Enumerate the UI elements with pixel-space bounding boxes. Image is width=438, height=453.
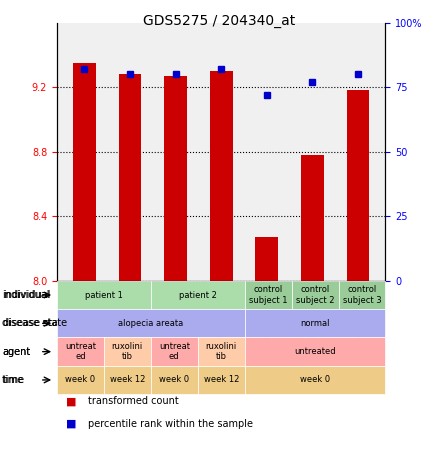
- Bar: [346, 91, 370, 281]
- Text: week 0: week 0: [65, 376, 95, 385]
- Text: normal: normal: [300, 319, 330, 328]
- Text: individual: individual: [3, 290, 50, 300]
- Bar: [210, 71, 233, 281]
- Text: time: time: [2, 375, 25, 385]
- Bar: [164, 76, 187, 281]
- Text: agent: agent: [2, 347, 30, 357]
- Bar: [73, 63, 96, 281]
- Text: patient 2: patient 2: [179, 290, 217, 299]
- Text: ■: ■: [66, 419, 76, 429]
- Text: week 0: week 0: [159, 376, 189, 385]
- Text: disease state: disease state: [3, 318, 68, 328]
- Text: week 12: week 12: [110, 376, 145, 385]
- Text: patient 1: patient 1: [85, 290, 123, 299]
- Bar: [255, 237, 278, 281]
- Bar: [119, 74, 141, 281]
- Text: ■: ■: [66, 396, 76, 406]
- Text: agent: agent: [3, 347, 31, 357]
- Text: ruxolini
tib: ruxolini tib: [112, 342, 143, 361]
- Text: untreat
ed: untreat ed: [159, 342, 190, 361]
- Bar: [301, 155, 324, 281]
- Text: percentile rank within the sample: percentile rank within the sample: [88, 419, 253, 429]
- Text: alopecia areata: alopecia areata: [118, 319, 184, 328]
- Text: ruxolini
tib: ruxolini tib: [205, 342, 237, 361]
- Text: week 0: week 0: [300, 376, 330, 385]
- Text: GDS5275 / 204340_at: GDS5275 / 204340_at: [143, 14, 295, 28]
- Text: disease state: disease state: [2, 318, 67, 328]
- Text: week 12: week 12: [204, 376, 239, 385]
- Text: control
subject 1: control subject 1: [249, 285, 287, 305]
- Text: time: time: [3, 375, 25, 385]
- Text: transformed count: transformed count: [88, 396, 178, 406]
- Text: control
subject 2: control subject 2: [296, 285, 334, 305]
- Text: control
subject 3: control subject 3: [343, 285, 381, 305]
- Text: untreat
ed: untreat ed: [65, 342, 96, 361]
- Text: individual: individual: [2, 290, 49, 300]
- Text: untreated: untreated: [294, 347, 336, 356]
